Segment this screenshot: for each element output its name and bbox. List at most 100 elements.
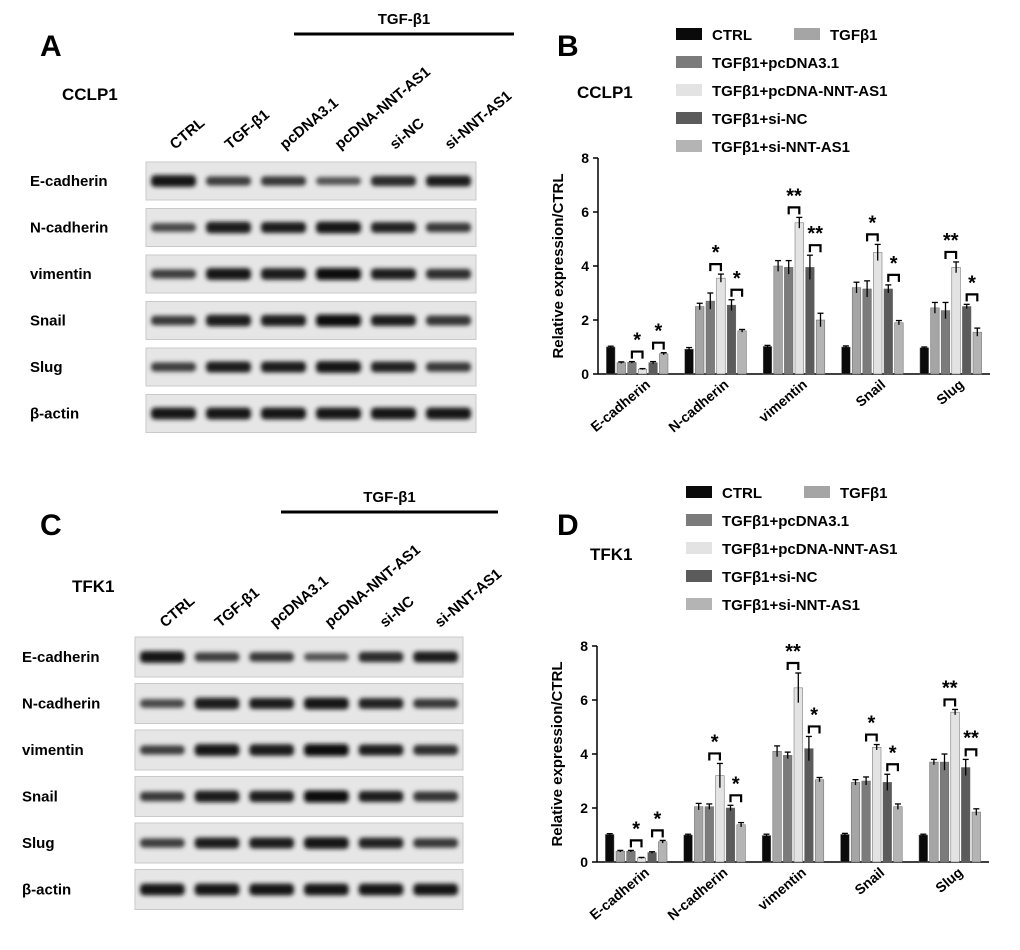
legend-swatch-ctrl [676, 28, 702, 40]
bar-tgfbeta1-pcdna3-1-slug [940, 310, 951, 375]
bar-ctrl-snail [841, 346, 851, 375]
protein-label-beta-actin: β-actin [22, 882, 71, 899]
significance-bracket [629, 839, 643, 848]
blot-band [358, 837, 404, 849]
bar-tgfbeta1-si-nc-n-cadherin [725, 807, 736, 863]
significance-bracket [630, 350, 644, 359]
legend-swatch-tgfbeta1-pcdna3-1 [676, 56, 702, 68]
bar-ctrl-e-cadherin [606, 346, 616, 375]
bar-tgfbeta1-vimentin [773, 265, 783, 375]
blot-band [413, 698, 458, 709]
bar-tgfbeta1-si-nc-e-cadherin [648, 362, 658, 375]
bar-tgfbeta1-si-nc-slug [961, 767, 971, 863]
blot-band [249, 883, 294, 896]
blot-band [194, 652, 240, 662]
legend-swatch-tgfbeta1-si-nnt-as1 [686, 598, 712, 610]
significance-bracket [866, 233, 879, 242]
bar-tgfbeta1-si-nc-slug [962, 306, 972, 375]
y-tick-label: 2 [581, 312, 589, 328]
significance-bracket [865, 733, 878, 742]
significance-label: * [712, 242, 720, 264]
bar-ctrl-vimentin [762, 346, 773, 375]
significance-bracket [708, 752, 721, 761]
y-tick-label: 4 [581, 258, 589, 274]
significance-bracket [887, 273, 900, 282]
bar-ctrl-slug [918, 834, 928, 863]
panel-a-cell-line: CCLP1 [62, 85, 118, 104]
category-label-e-cadherin: E-cadherin [586, 864, 652, 923]
panel-letter-d: D [557, 509, 579, 542]
bar-tgfbeta1-pcdna-nnt-as1-slug [950, 711, 960, 863]
legend-swatch-tgfbeta1-si-nc [676, 112, 702, 124]
blot-band [371, 268, 416, 280]
blot-band [206, 221, 251, 234]
significance-label: ** [786, 185, 802, 207]
bar-ctrl-e-cadherin [605, 834, 615, 863]
protein-label-e-cadherin: E-cadherin [22, 649, 100, 666]
bar-tgfbeta1-e-cadherin [615, 850, 625, 863]
blot-band [371, 222, 416, 233]
blot-band [140, 838, 185, 848]
blot-strip-n-cadherin [134, 683, 464, 724]
blot-band [426, 268, 471, 280]
bar-tgfbeta1-si-nnt-as1-slug [972, 331, 982, 375]
blot-strip-beta-actin [145, 394, 477, 433]
blot-band [151, 175, 196, 187]
bar-tgfbeta1-si-nnt-as1-snail [893, 806, 903, 863]
legend-label-tgfbeta1-pcdna-nnt-as1: TGFβ1+pcDNA-NNT-AS1 [722, 541, 897, 558]
bar-tgfbeta1-n-cadherin [694, 806, 704, 863]
blot-band [358, 651, 404, 663]
blot-band [304, 883, 349, 896]
blot-band [261, 268, 306, 280]
blot-band [261, 361, 306, 373]
category-label-vimentin: vimentin [756, 376, 810, 425]
bar-tgfbeta1-pcdna-nnt-as1-snail [873, 252, 883, 375]
blot-band [426, 362, 471, 372]
blot-band [358, 790, 404, 803]
panel-b-cell-line: CCLP1 [577, 83, 633, 102]
bar-tgfbeta1-si-nnt-as1-snail [894, 322, 904, 375]
panel-letter-b: B [557, 30, 579, 63]
legend-swatch-tgfbeta1-si-nnt-as1 [676, 140, 702, 152]
bar-tgfbeta1-slug [930, 307, 940, 375]
legend-swatch-tgfbeta1-pcdna-nnt-as1 [676, 84, 702, 96]
lane-label-si-nnt-as1: si-NNT-AS1 [432, 566, 506, 632]
significance-label: * [889, 742, 897, 764]
bar-tgfbeta1-pcdna-nnt-as1-e-cadherin [636, 857, 647, 863]
y-tick-label: 6 [580, 692, 588, 708]
protein-label-snail: Snail [30, 313, 66, 330]
bar-ctrl-snail [840, 834, 850, 863]
bar-tgfbeta1-pcdna3-1-snail [862, 288, 872, 375]
blot-band [316, 221, 361, 234]
lane-label-pcdna-nnt-as1: pcDNA-NNT-AS1 [332, 63, 434, 153]
blot-band [413, 791, 458, 802]
protein-label-slug: Slug [30, 359, 63, 376]
category-label-e-cadherin: E-cadherin [587, 376, 653, 435]
protein-label-slug: Slug [22, 835, 55, 852]
bar-tgfbeta1-si-nc-e-cadherin [647, 852, 657, 863]
significance-label: * [632, 818, 640, 840]
y-tick-label: 4 [580, 746, 588, 762]
significance-label: * [655, 321, 663, 343]
bar-tgfbeta1-si-nnt-as1-e-cadherin [658, 841, 668, 863]
category-label-n-cadherin: N-cadherin [664, 864, 730, 923]
category-label-snail: Snail [852, 376, 888, 410]
blot-band [261, 314, 306, 327]
significance-label: * [868, 713, 876, 735]
blot-band [413, 744, 458, 756]
blot-band [140, 791, 185, 802]
blot-band [316, 407, 361, 420]
blot-band [413, 838, 458, 848]
significance-label: ** [807, 223, 823, 245]
blot-strip-e-cadherin [145, 161, 477, 201]
legend-label-tgfbeta1-si-nnt-as1: TGFβ1+si-NNT-AS1 [712, 139, 850, 156]
significance-label: ** [785, 641, 801, 663]
category-label-slug: Slug [933, 376, 967, 408]
y-tick-label: 6 [581, 204, 589, 220]
treatment-label: TGF-β1 [363, 489, 416, 506]
bar-tgfbeta1-si-nnt-as1-vimentin [814, 779, 825, 863]
blot-band [151, 269, 196, 279]
blot-strip-beta-actin [134, 869, 464, 910]
